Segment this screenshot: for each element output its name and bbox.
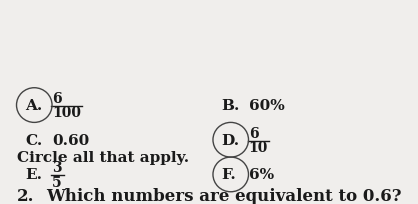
Text: B.: B. [222, 99, 240, 113]
Text: 6: 6 [52, 92, 62, 106]
Text: F.: F. [222, 169, 236, 182]
Text: 10: 10 [249, 141, 268, 155]
Text: 6%: 6% [249, 169, 274, 182]
Text: Which numbers are equivalent to 0.6?: Which numbers are equivalent to 0.6? [46, 188, 401, 204]
Text: 60%: 60% [249, 99, 285, 113]
Text: 5: 5 [52, 176, 62, 190]
Text: E.: E. [25, 169, 42, 182]
Text: Circle all that apply.: Circle all that apply. [17, 151, 189, 165]
Text: 6: 6 [249, 127, 258, 141]
Text: 2.: 2. [17, 188, 34, 204]
Text: A.: A. [25, 99, 42, 113]
Text: 3: 3 [52, 161, 62, 175]
Text: D.: D. [222, 134, 240, 148]
Text: 0.60: 0.60 [52, 134, 89, 148]
Text: C.: C. [25, 134, 42, 148]
Text: 100: 100 [52, 106, 81, 120]
